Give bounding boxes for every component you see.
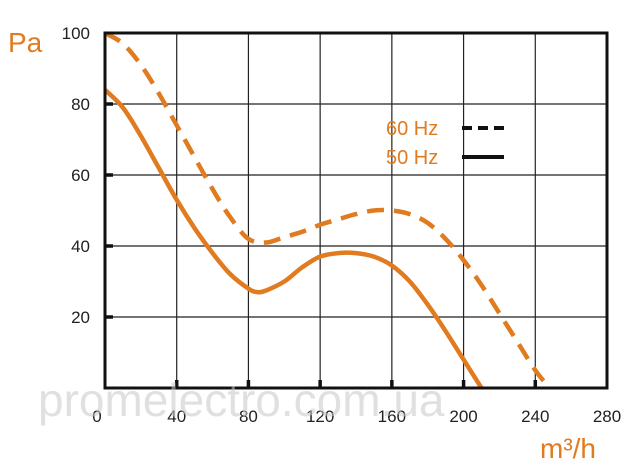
series-line-50-hz bbox=[103, 88, 484, 390]
y-tick-label: 60 bbox=[71, 166, 90, 185]
x-tick-label: 40 bbox=[167, 407, 186, 426]
y-axis-unit-label: Pa bbox=[8, 27, 43, 58]
y-tick-label: 100 bbox=[62, 24, 90, 43]
series-lines bbox=[103, 31, 552, 390]
x-axis-unit-label: m³/h bbox=[540, 433, 596, 464]
x-tick-label: 120 bbox=[306, 407, 334, 426]
x-tick-label: 200 bbox=[449, 407, 477, 426]
legend-label-60hz: 60 Hz bbox=[386, 118, 438, 140]
x-tick-label: 80 bbox=[239, 407, 258, 426]
legend-label-50hz: 50 Hz bbox=[386, 147, 438, 169]
legend: 60 Hz 50 Hz bbox=[386, 118, 504, 169]
x-tick-label: 240 bbox=[521, 407, 549, 426]
y-tick-label: 40 bbox=[71, 237, 90, 256]
y-tick-label: 20 bbox=[71, 308, 90, 327]
y-tick-label: 80 bbox=[71, 95, 90, 114]
tick-labels: 0 40 80 120 160 200 240 280 20 40 60 80 100 bbox=[62, 24, 622, 426]
watermark: promelectro.com.ua bbox=[38, 374, 445, 426]
x-tick-label: 280 bbox=[593, 407, 621, 426]
series-line-60-hz bbox=[103, 31, 552, 390]
plot-area-frame bbox=[103, 31, 609, 390]
x-tick-label: 160 bbox=[378, 407, 406, 426]
x-tick-label: 0 bbox=[92, 407, 101, 426]
grid bbox=[105, 33, 607, 388]
